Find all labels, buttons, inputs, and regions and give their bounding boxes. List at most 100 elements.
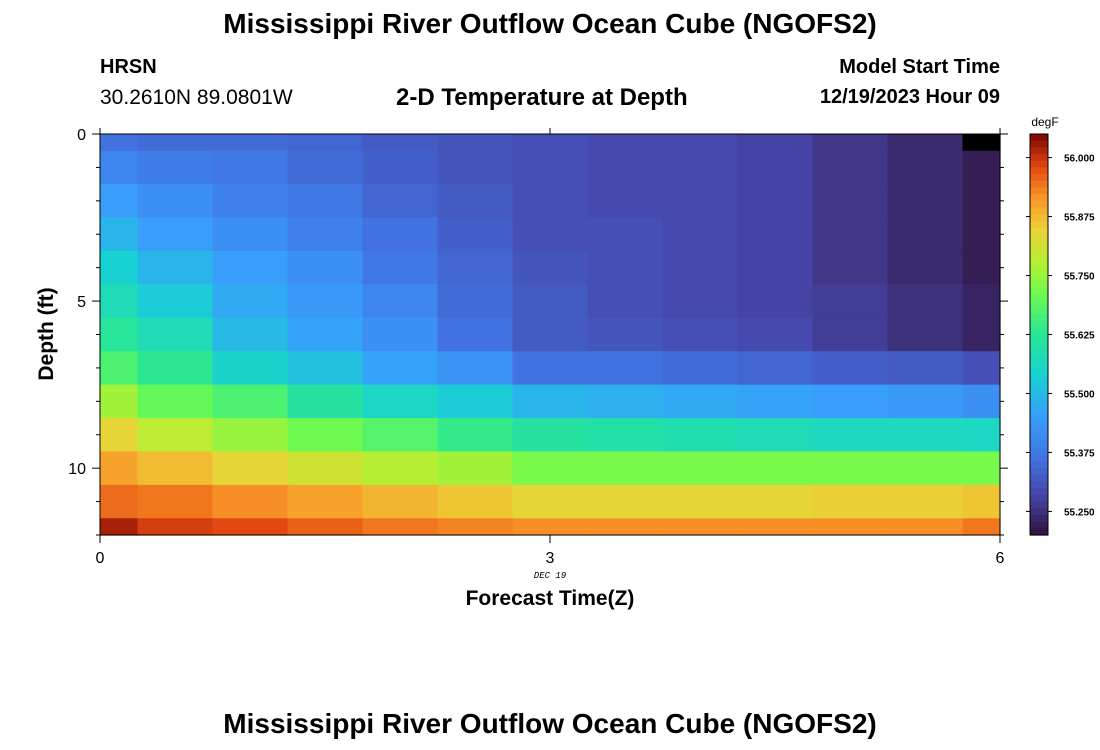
heatmap-cell	[887, 134, 964, 152]
heatmap-cell	[437, 351, 514, 386]
colorbar-segment	[1030, 321, 1048, 329]
chart-title: Mississippi River Outflow Ocean Cube (NG…	[223, 8, 877, 39]
colorbar-segment	[1030, 474, 1048, 483]
heatmap-cell	[512, 384, 589, 419]
heatmap-cell	[362, 317, 439, 352]
heatmap-cell	[812, 284, 889, 319]
model-start-value: 12/19/2023 Hour 09	[819, 86, 1000, 108]
chart-subtitle: 2-D Temperature at Depth	[396, 84, 688, 111]
heatmap-cell	[812, 518, 889, 536]
heatmap-cell	[212, 418, 289, 453]
heatmap-cell	[137, 134, 214, 152]
y-axis-label: Depth (ft)	[35, 287, 58, 380]
colorbar-segment	[1030, 267, 1048, 275]
heatmap-cell	[100, 317, 139, 352]
colorbar-tick-label: 55.375	[1064, 448, 1095, 459]
colorbar-tick-label: 55.875	[1064, 213, 1095, 224]
heatmap-cell	[737, 317, 814, 352]
heatmap-cell	[812, 351, 889, 386]
heatmap-cell	[212, 518, 289, 536]
heatmap-cell	[212, 351, 289, 386]
heatmap-cell	[437, 451, 514, 486]
colorbar-segment	[1030, 187, 1048, 195]
heatmap-cell	[362, 484, 439, 519]
heatmap-cell	[287, 317, 364, 352]
heatmap-cell	[737, 384, 814, 419]
colorbar-segment	[1030, 488, 1048, 496]
colorbar-segment	[1030, 214, 1048, 222]
heatmap-cell	[812, 484, 889, 519]
colorbar-tick-label: 56.000	[1064, 154, 1095, 165]
heatmap-cell	[737, 518, 814, 536]
heatmap-cell	[587, 217, 664, 252]
colorbar-segment	[1030, 240, 1048, 249]
heatmap-cell	[287, 250, 364, 285]
heatmap-cell	[962, 150, 1001, 185]
heatmap-cell	[812, 134, 889, 152]
colorbar-segment	[1030, 374, 1048, 382]
heatmap-cell	[887, 484, 964, 519]
heatmap-cell	[662, 317, 739, 352]
colorbar-tick-label: 55.750	[1064, 272, 1095, 283]
heatmap-cell	[100, 384, 139, 419]
heatmap-cell	[587, 284, 664, 319]
heatmap-cell	[137, 184, 214, 219]
colorbar-segment	[1030, 154, 1048, 162]
colorbar-segment	[1030, 354, 1048, 362]
footer-title: Mississippi River Outflow Ocean Cube (NG…	[223, 708, 877, 739]
heatmap-cell	[887, 418, 964, 453]
heatmap-cell	[887, 217, 964, 252]
heatmap-cell	[812, 250, 889, 285]
heatmap-cell	[737, 451, 814, 486]
colorbar-segment	[1030, 401, 1048, 409]
heatmap-cell	[437, 384, 514, 419]
heatmap-cell	[362, 518, 439, 536]
heatmap-cell	[587, 451, 664, 486]
heatmap-cell	[887, 351, 964, 386]
heatmap-cell	[287, 518, 364, 536]
heatmap-cell	[212, 184, 289, 219]
heatmap-cell	[962, 184, 1001, 219]
heatmap-cell	[100, 451, 139, 486]
heatmap-cell	[887, 384, 964, 419]
heatmap-cell	[437, 184, 514, 219]
colorbar-segment	[1030, 314, 1048, 322]
x-axis-label: Forecast Time(Z)	[466, 587, 635, 610]
heatmap-cell	[362, 217, 439, 252]
heatmap-cell	[212, 384, 289, 419]
heatmap-cell	[512, 184, 589, 219]
colorbar-unit-label: degF	[1031, 115, 1058, 129]
colorbar-segment	[1030, 167, 1048, 175]
heatmap-cell	[887, 451, 964, 486]
colorbar-segment	[1030, 494, 1048, 503]
heatmap-cell	[587, 317, 664, 352]
heatmap-cell	[362, 284, 439, 319]
heatmap-cell	[662, 184, 739, 219]
station-id: HRSN	[100, 56, 157, 78]
y-tick-label: 0	[77, 127, 86, 144]
colorbar-segment	[1030, 180, 1048, 189]
colorbar-tick-label: 55.625	[1064, 331, 1095, 342]
heatmap-cell	[137, 384, 214, 419]
colorbar-segment	[1030, 227, 1048, 235]
heatmap-cell	[437, 217, 514, 252]
heatmap-cell	[137, 150, 214, 185]
heatmap-cell	[887, 250, 964, 285]
heatmap-cell	[662, 284, 739, 319]
heatmap-cell	[137, 418, 214, 453]
colorbar-segment	[1030, 200, 1048, 209]
model-start-label: Model Start Time	[839, 56, 1000, 78]
heatmap-cell	[962, 134, 1001, 152]
colorbar-segment	[1030, 521, 1048, 529]
heatmap-cell	[662, 250, 739, 285]
heatmap-cell	[662, 518, 739, 536]
colorbar-segment	[1030, 134, 1048, 142]
heatmap-cell	[587, 134, 664, 152]
heatmap-cell	[100, 184, 139, 219]
heatmap-cell	[887, 184, 964, 219]
heatmap-cell	[137, 217, 214, 252]
heatmap-cell	[137, 518, 214, 536]
heatmap-cell	[662, 484, 739, 519]
heatmap-cell	[437, 250, 514, 285]
colorbar-segment	[1030, 254, 1048, 262]
